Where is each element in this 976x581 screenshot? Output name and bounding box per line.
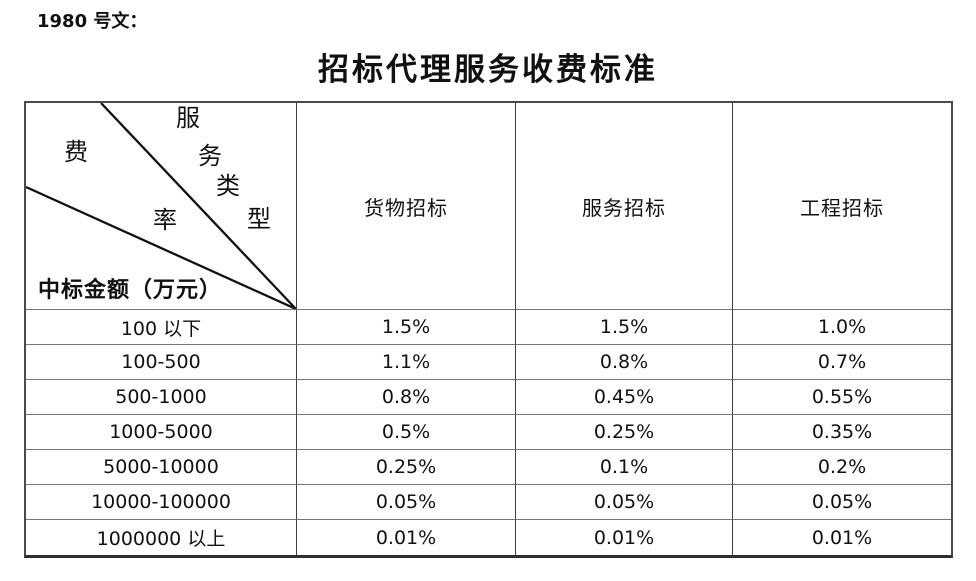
corner-rate-char: 率 <box>153 206 177 234</box>
row-label: 10000-100000 <box>26 485 297 520</box>
column-header-engineering: 工程招标 <box>733 103 951 310</box>
row-label: 100-500 <box>26 345 297 380</box>
corner-service-type-char: 类 <box>216 172 240 200</box>
fee-value: 0.2% <box>733 450 951 485</box>
doc-ref-label: 1980 号文： <box>37 11 148 32</box>
fee-value: 0.25% <box>516 415 733 450</box>
fee-value: 1.1% <box>297 345 516 380</box>
row-label: 100 以下 <box>26 310 297 345</box>
diagonal-divider-lines <box>26 103 296 309</box>
corner-service-type-char: 型 <box>247 205 271 233</box>
fee-value: 1.5% <box>297 310 516 345</box>
corner-service-type-char: 服 <box>176 104 200 132</box>
corner-service-type-char: 务 <box>198 142 222 170</box>
row-label: 500-1000 <box>26 380 297 415</box>
fee-value: 0.8% <box>297 380 516 415</box>
column-header-services: 服务招标 <box>516 103 733 310</box>
table-corner-cell: 服 务 类 型 费 率 中标金额（万元） <box>26 103 297 310</box>
fee-value: 0.35% <box>733 415 951 450</box>
column-header-goods: 货物招标 <box>297 103 516 310</box>
row-label: 1000-5000 <box>26 415 297 450</box>
corner-row-axis-label: 中标金额（万元） <box>38 277 223 303</box>
fee-value: 0.05% <box>297 485 516 520</box>
fee-value: 1.5% <box>516 310 733 345</box>
fee-value: 1.0% <box>733 310 951 345</box>
corner-rate-char: 费 <box>64 138 88 166</box>
fee-standard-table: 服 务 类 型 费 率 中标金额（万元） 货物招标 服务招标 工程招标 100 … <box>24 101 953 558</box>
fee-value: 0.1% <box>516 450 733 485</box>
row-label: 5000-10000 <box>26 450 297 485</box>
row-label: 1000000 以上 <box>26 520 297 555</box>
fee-value: 0.45% <box>516 380 733 415</box>
fee-value: 0.7% <box>733 345 951 380</box>
fee-value: 0.05% <box>733 485 951 520</box>
fee-value: 0.01% <box>297 520 516 555</box>
fee-value: 0.5% <box>297 415 516 450</box>
fee-value: 0.01% <box>733 520 951 555</box>
fee-value: 0.55% <box>733 380 951 415</box>
fee-value: 0.8% <box>516 345 733 380</box>
fee-value: 0.25% <box>297 450 516 485</box>
fee-value: 0.01% <box>516 520 733 555</box>
page-title: 招标代理服务收费标准 <box>318 52 658 88</box>
fee-value: 0.05% <box>516 485 733 520</box>
diagonal-line-lower <box>26 185 296 309</box>
diagonal-line-upper <box>100 103 296 309</box>
